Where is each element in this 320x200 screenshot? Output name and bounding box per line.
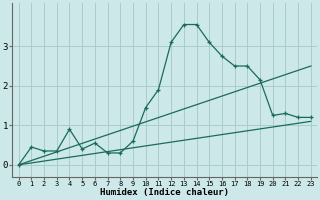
X-axis label: Humidex (Indice chaleur): Humidex (Indice chaleur)	[100, 188, 229, 197]
